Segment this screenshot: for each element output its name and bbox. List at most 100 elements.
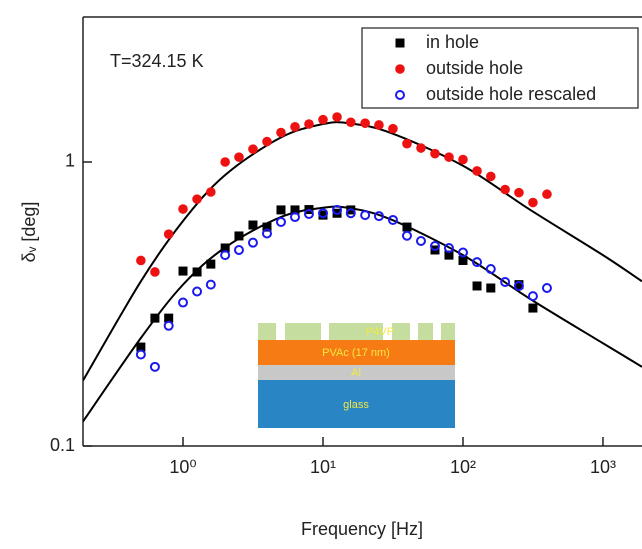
- circle-point: [430, 148, 440, 159]
- circle-point: [262, 136, 272, 147]
- legend-label: outside hole rescaled: [426, 84, 596, 104]
- open-circle-point: [500, 276, 511, 287]
- p4vp-block: [418, 323, 433, 340]
- circle-point: [416, 143, 426, 153]
- circle-point: [444, 152, 454, 162]
- y-axis-title: δᵥ [deg]: [19, 202, 39, 263]
- open-circle-point: [247, 237, 258, 248]
- open-circle-point: [415, 236, 426, 247]
- open-circle-point: [513, 280, 524, 291]
- inset-label: PVAc (17 nm): [322, 347, 390, 359]
- x-tick-label: 10³: [590, 457, 616, 477]
- circle-point: [485, 171, 496, 182]
- open-circle-point: [205, 279, 216, 290]
- x-axis-title: Frequency [Hz]: [301, 519, 423, 539]
- open-circle-point: [192, 286, 203, 297]
- open-circle-point: [135, 349, 146, 360]
- pvac-layer: [258, 340, 455, 365]
- square-point: [178, 266, 188, 276]
- open-circle-point: [220, 250, 231, 261]
- legend-label: outside hole: [426, 58, 523, 78]
- p4vp-block: [258, 323, 276, 340]
- square-point: [402, 222, 412, 232]
- p4vp-block: [285, 323, 321, 340]
- square-point: [136, 342, 146, 352]
- open-circle-point: [318, 208, 329, 219]
- circle-point: [206, 187, 216, 197]
- open-circle-point: [290, 212, 301, 223]
- square-point: [514, 280, 524, 290]
- open-circle-point: [541, 283, 552, 294]
- x-tick-label: 10⁰: [169, 457, 196, 477]
- circle-point: [318, 114, 328, 125]
- plot-area: [83, 112, 642, 423]
- circle-point: [192, 194, 202, 204]
- square-point: [444, 250, 454, 260]
- circle-point: [472, 166, 482, 176]
- circle-point: [346, 117, 356, 128]
- circle-point: [234, 152, 244, 162]
- square-point: [206, 259, 216, 269]
- square-point: [248, 220, 258, 230]
- legend-marker: [395, 38, 405, 48]
- square-point: [276, 205, 286, 215]
- circle-point: [220, 157, 230, 167]
- square-point: [486, 283, 496, 293]
- glass-layer: [258, 380, 455, 428]
- square-point: [318, 210, 328, 220]
- inset-label: glass: [343, 399, 369, 411]
- circle-point: [136, 255, 146, 266]
- open-circle-point: [429, 241, 440, 252]
- circle-point: [528, 197, 538, 208]
- legend-marker: [395, 90, 405, 100]
- inset: P4VP PVAc (17 nm) Al glass: [258, 323, 455, 428]
- open-circle-point: [401, 230, 412, 241]
- square-point: [290, 205, 300, 215]
- open-circle-point: [261, 228, 272, 239]
- open-circle-point: [345, 208, 356, 219]
- open-circle-point: [178, 297, 189, 308]
- inset-label: Al: [351, 367, 361, 379]
- y-tick-label: 1: [65, 151, 75, 171]
- open-circle-point: [472, 257, 483, 268]
- legend: [361, 27, 639, 109]
- square-point: [192, 267, 202, 277]
- y-tick-label: 0.1: [50, 435, 75, 455]
- square-point: [458, 255, 468, 265]
- open-circle-point: [233, 244, 244, 255]
- open-circle-point: [275, 216, 286, 227]
- legend-label: in hole: [426, 32, 479, 52]
- al-layer: [258, 365, 455, 380]
- circle-point: [514, 187, 524, 198]
- open-circle-point: [360, 210, 371, 221]
- circle-point: [388, 123, 398, 134]
- square-point: [528, 303, 538, 313]
- circle-point: [150, 267, 160, 277]
- open-circle-point: [149, 361, 160, 372]
- fit-line: [83, 121, 642, 382]
- circle-point: [402, 138, 412, 149]
- square-point: [262, 222, 272, 232]
- square-point: [164, 313, 174, 323]
- open-circle-point: [303, 208, 314, 219]
- square-point: [234, 231, 244, 241]
- circle-point: [178, 204, 188, 214]
- annotation: T=324.15 K: [110, 51, 204, 71]
- open-circle-point: [485, 263, 496, 274]
- open-circle-point: [387, 214, 398, 225]
- circle-point: [332, 112, 342, 122]
- open-circle-point: [443, 242, 454, 253]
- p4vp-block: [441, 323, 455, 340]
- square-point: [220, 243, 230, 253]
- circle-point: [458, 154, 468, 165]
- x-tick-label: 10¹: [310, 457, 336, 477]
- open-circle-point: [163, 320, 174, 331]
- p4vp-block: [329, 323, 383, 340]
- circle-point: [304, 119, 314, 129]
- square-point: [150, 313, 160, 323]
- open-circle-point: [527, 291, 538, 302]
- square-point: [472, 281, 482, 291]
- open-circle-point: [373, 211, 384, 222]
- open-circle-point: [332, 204, 343, 215]
